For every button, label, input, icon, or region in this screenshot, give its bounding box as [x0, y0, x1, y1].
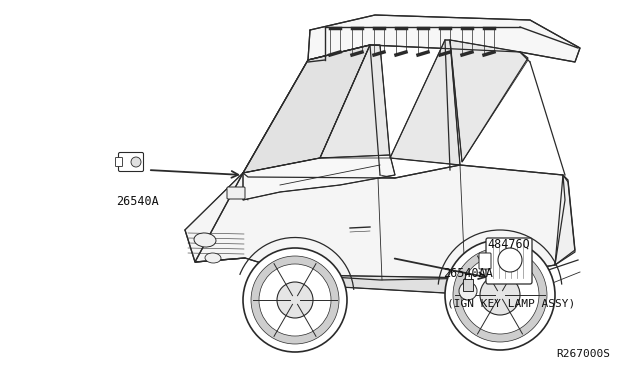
Polygon shape: [185, 173, 245, 262]
FancyBboxPatch shape: [227, 187, 245, 199]
Circle shape: [480, 275, 520, 315]
Polygon shape: [295, 275, 490, 295]
FancyBboxPatch shape: [118, 153, 143, 171]
FancyBboxPatch shape: [486, 238, 532, 284]
Polygon shape: [243, 45, 370, 173]
Ellipse shape: [194, 233, 216, 247]
Polygon shape: [450, 40, 528, 162]
Circle shape: [445, 240, 555, 350]
FancyBboxPatch shape: [115, 157, 122, 167]
Text: (IGN KEY LAMP ASSY): (IGN KEY LAMP ASSY): [447, 298, 575, 308]
Polygon shape: [308, 15, 580, 62]
Polygon shape: [390, 40, 460, 165]
FancyBboxPatch shape: [463, 279, 473, 291]
Circle shape: [243, 248, 347, 352]
Polygon shape: [243, 155, 395, 200]
Text: 26540A: 26540A: [116, 195, 159, 208]
Ellipse shape: [205, 253, 221, 263]
Circle shape: [131, 157, 141, 167]
Circle shape: [459, 282, 477, 300]
Polygon shape: [243, 60, 312, 178]
Text: 26540AA: 26540AA: [443, 267, 493, 280]
Circle shape: [277, 282, 313, 318]
Polygon shape: [195, 165, 565, 280]
Text: R267000S: R267000S: [556, 349, 610, 359]
Polygon shape: [555, 175, 575, 265]
FancyBboxPatch shape: [479, 253, 491, 269]
Polygon shape: [320, 45, 390, 158]
Polygon shape: [185, 173, 248, 235]
Circle shape: [498, 248, 522, 272]
Text: 48476Q: 48476Q: [487, 238, 530, 251]
